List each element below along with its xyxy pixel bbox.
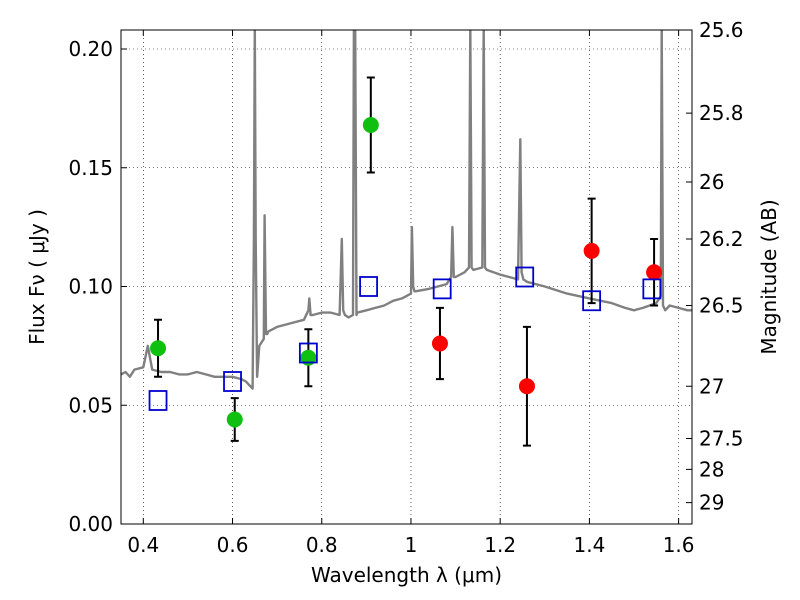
data-point bbox=[150, 340, 167, 357]
series-layer bbox=[121, 30, 692, 447]
y-tick-label: 0.10 bbox=[68, 275, 113, 299]
y-axis-label: Flux Fν ( μJy ) bbox=[25, 209, 49, 345]
y2-tick-label: 26 bbox=[699, 170, 724, 194]
y-tick-label: 0.05 bbox=[68, 393, 113, 417]
x-tick-label: 1 bbox=[405, 533, 418, 557]
y2-tick-label: 27.5 bbox=[699, 427, 744, 451]
data-point bbox=[646, 264, 663, 281]
data-point bbox=[362, 117, 379, 133]
y2-tick-label: 28 bbox=[699, 457, 724, 481]
y2-tick-label: 26.2 bbox=[699, 227, 744, 251]
model-point bbox=[515, 266, 535, 288]
model-point bbox=[148, 390, 168, 411]
y-tick-label: 0.20 bbox=[68, 37, 113, 61]
data-point bbox=[226, 411, 243, 428]
model-point bbox=[223, 371, 242, 392]
y-tick-label: 0.00 bbox=[68, 512, 113, 536]
ticks-layer: 0.4 0.6 0.8 1 1.2 1.4 1.6 0.00 0.05 0.10 0.15 0.20 2… bbox=[68, 18, 743, 557]
data-point bbox=[518, 378, 535, 395]
model-point bbox=[298, 342, 318, 364]
y2-tick-label: 29 bbox=[699, 491, 724, 515]
x-tick-label: 0.6 bbox=[217, 533, 249, 557]
y2-tick-label: 26.5 bbox=[699, 294, 744, 318]
x-tick-label: 1.2 bbox=[484, 533, 516, 557]
x-axis-label: Wavelength λ (μm) bbox=[311, 563, 502, 587]
y-tick-label: 0.15 bbox=[68, 156, 113, 180]
data-point bbox=[431, 335, 448, 352]
plot-frame bbox=[120, 29, 693, 525]
x-tick-label: 1.6 bbox=[663, 533, 695, 557]
x-tick-label: 1.4 bbox=[573, 533, 605, 557]
model-point bbox=[432, 278, 452, 300]
y2-tick-label: 25.8 bbox=[699, 101, 744, 125]
spectrum-line bbox=[121, 30, 692, 390]
y2-tick-label: 25.6 bbox=[699, 18, 744, 42]
x-tick-label: 0.8 bbox=[306, 533, 338, 557]
x-tick-label: 0.4 bbox=[127, 533, 159, 557]
model-point bbox=[359, 276, 378, 297]
model-point bbox=[582, 290, 602, 312]
y2-axis-label: Magnitude (AB) bbox=[757, 199, 781, 354]
grid bbox=[121, 30, 692, 525]
data-point bbox=[583, 242, 600, 259]
model-point bbox=[642, 278, 662, 300]
y2-tick-label: 27 bbox=[699, 374, 724, 398]
